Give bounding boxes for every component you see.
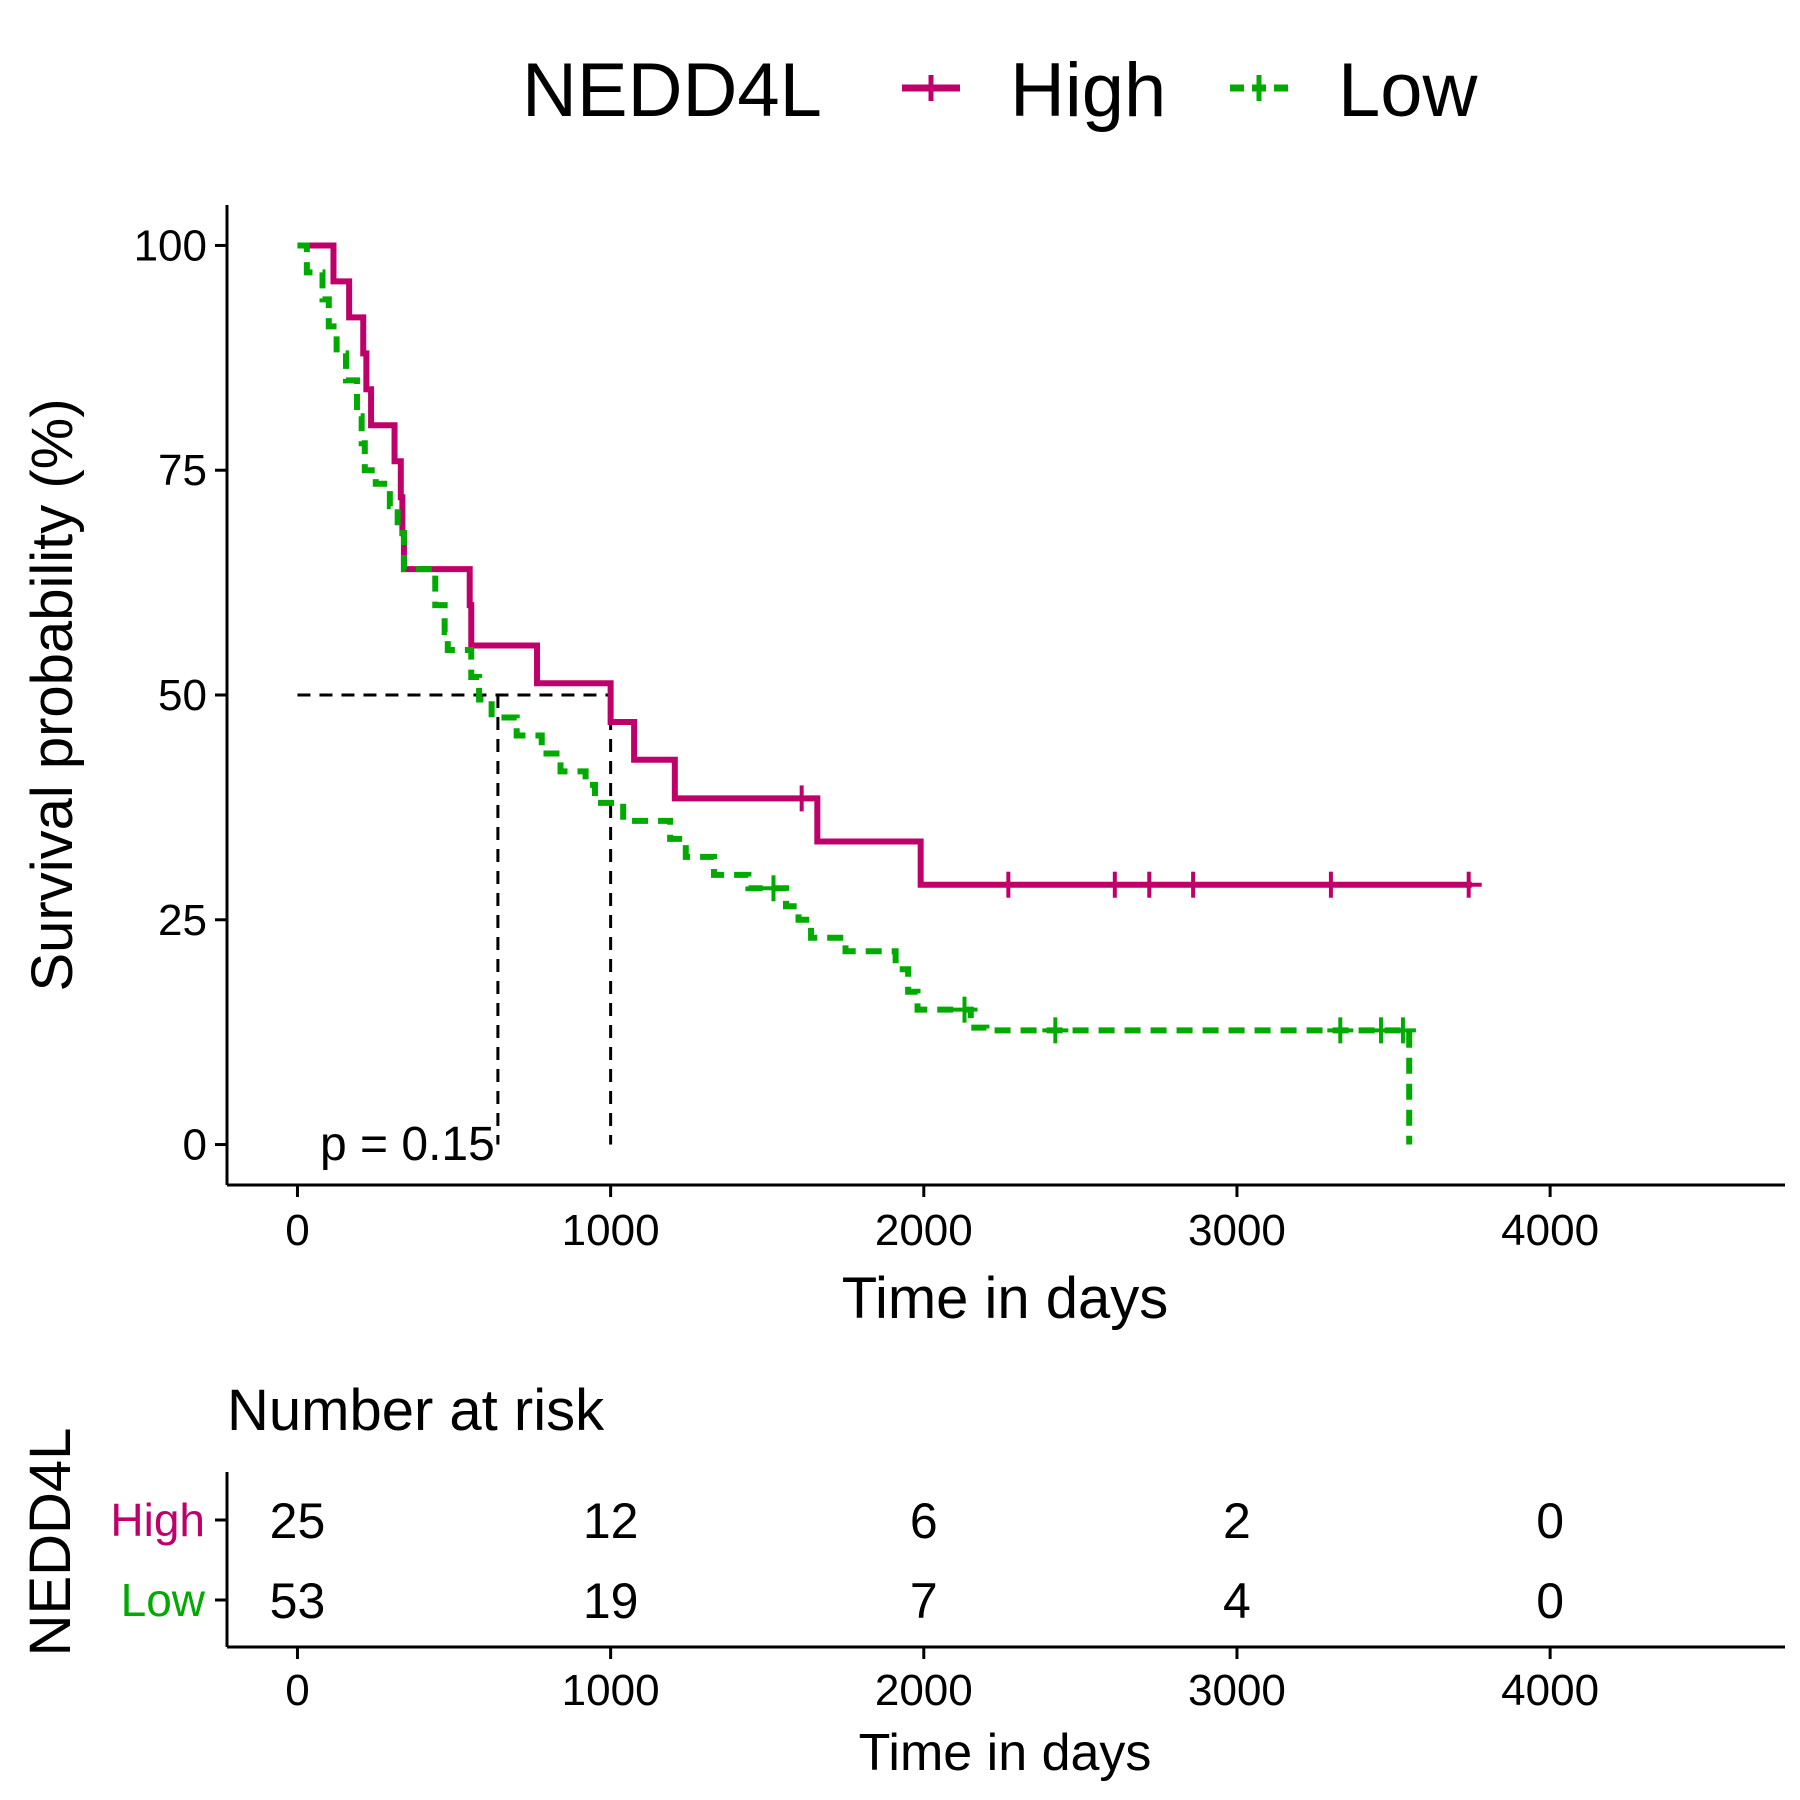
survival-curve-high	[297, 242, 1472, 888]
censor-mark-low	[1327, 1017, 1354, 1044]
survival-plot: 0 25 50 75 100 0 1000 2000 3000 4000 p = 0.15 Su…	[20, 205, 1785, 1331]
risk-row-label-high: High	[110, 1494, 205, 1546]
risk-row-label-low: Low	[121, 1574, 206, 1626]
legend-title: NEDD4L	[522, 48, 822, 133]
risk-count: 0	[1536, 1573, 1564, 1629]
x-tick-label: 1000	[562, 1206, 660, 1255]
risk-x-tick-label: 2000	[875, 1666, 973, 1715]
risk-rows: High 25 12 6 2 0 Low 53 19 7 4 0	[110, 1493, 1564, 1629]
legend: NEDD4L High Low	[522, 48, 1479, 133]
risk-count: 0	[1536, 1493, 1564, 1549]
censor-mark-high	[1101, 871, 1128, 898]
legend-label-low: Low	[1338, 48, 1479, 133]
risk-x-axis-label: Time in days	[859, 1724, 1152, 1782]
risk-x-tick-label: 4000	[1501, 1666, 1599, 1715]
survival-curves	[297, 242, 1472, 1145]
censor-mark-low	[760, 875, 787, 902]
censor-mark-high	[995, 871, 1022, 898]
y-tick-label: 100	[134, 221, 207, 270]
risk-count: 4	[1223, 1573, 1251, 1629]
legend-entry-low: Low	[1230, 48, 1479, 133]
p-value-annotation: p = 0.15	[320, 1118, 495, 1171]
legend-label-high: High	[1010, 48, 1166, 133]
y-tick-label: 50	[158, 671, 207, 720]
risk-count: 2	[1223, 1493, 1251, 1549]
censor-mark-high	[1455, 871, 1482, 898]
censor-mark-high	[1317, 871, 1344, 898]
y-ticks: 0 25 50 75 100	[134, 221, 227, 1170]
legend-entry-high: High	[902, 48, 1166, 133]
x-tick-label: 0	[285, 1206, 309, 1255]
censor-mark-low	[951, 996, 978, 1023]
risk-x-tick-label: 3000	[1188, 1666, 1286, 1715]
risk-x-ticks: 0 1000 2000 3000 4000	[285, 1647, 1599, 1715]
x-tick-label: 4000	[1501, 1206, 1599, 1255]
median-lines	[297, 693, 613, 1145]
survival-curve-low	[297, 242, 1413, 1145]
risk-table: Number at risk NEDD4L High 25 12 6 2 0 Low 53 19…	[18, 1378, 1785, 1782]
risk-count: 25	[270, 1493, 326, 1549]
censor-mark-high	[1180, 871, 1207, 898]
x-tick-label: 3000	[1188, 1206, 1286, 1255]
risk-count: 12	[583, 1493, 639, 1549]
risk-table-title: Number at risk	[227, 1378, 605, 1443]
censor-mark-high	[788, 785, 815, 812]
x-ticks: 0 1000 2000 3000 4000	[285, 1185, 1599, 1255]
risk-count: 53	[270, 1573, 326, 1629]
y-tick-label: 0	[183, 1121, 207, 1170]
y-axis-label: Survival probability (%)	[20, 398, 85, 991]
y-tick-label: 75	[158, 446, 207, 495]
censor-mark-low	[1042, 1017, 1069, 1044]
risk-x-tick-label: 1000	[562, 1666, 660, 1715]
risk-count: 6	[910, 1493, 938, 1549]
censor-marks	[760, 785, 1482, 1044]
risk-count: 7	[910, 1573, 938, 1629]
censor-mark-high	[1136, 871, 1163, 898]
x-tick-label: 2000	[875, 1206, 973, 1255]
censor-mark-low	[1389, 1017, 1416, 1044]
risk-count: 19	[583, 1573, 639, 1629]
risk-y-axis-label: NEDD4L	[18, 1428, 83, 1657]
x-axis-label: Time in days	[842, 1266, 1169, 1331]
y-tick-label: 25	[158, 896, 207, 945]
censor-mark-low	[1368, 1017, 1395, 1044]
risk-x-tick-label: 0	[285, 1666, 309, 1715]
